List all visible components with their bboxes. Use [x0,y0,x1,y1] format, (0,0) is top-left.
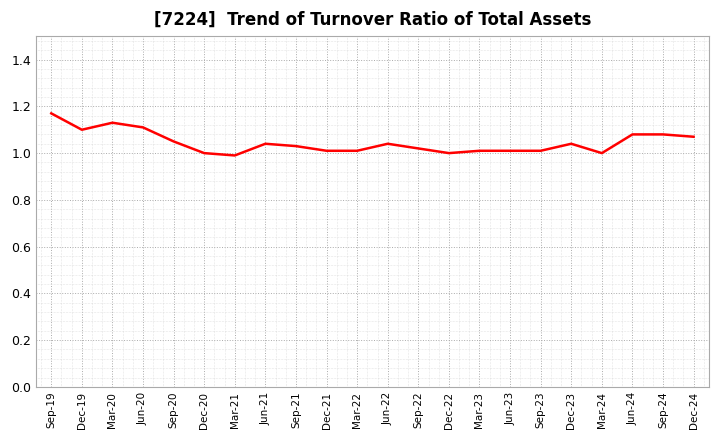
Title: [7224]  Trend of Turnover Ratio of Total Assets: [7224] Trend of Turnover Ratio of Total … [154,11,591,29]
